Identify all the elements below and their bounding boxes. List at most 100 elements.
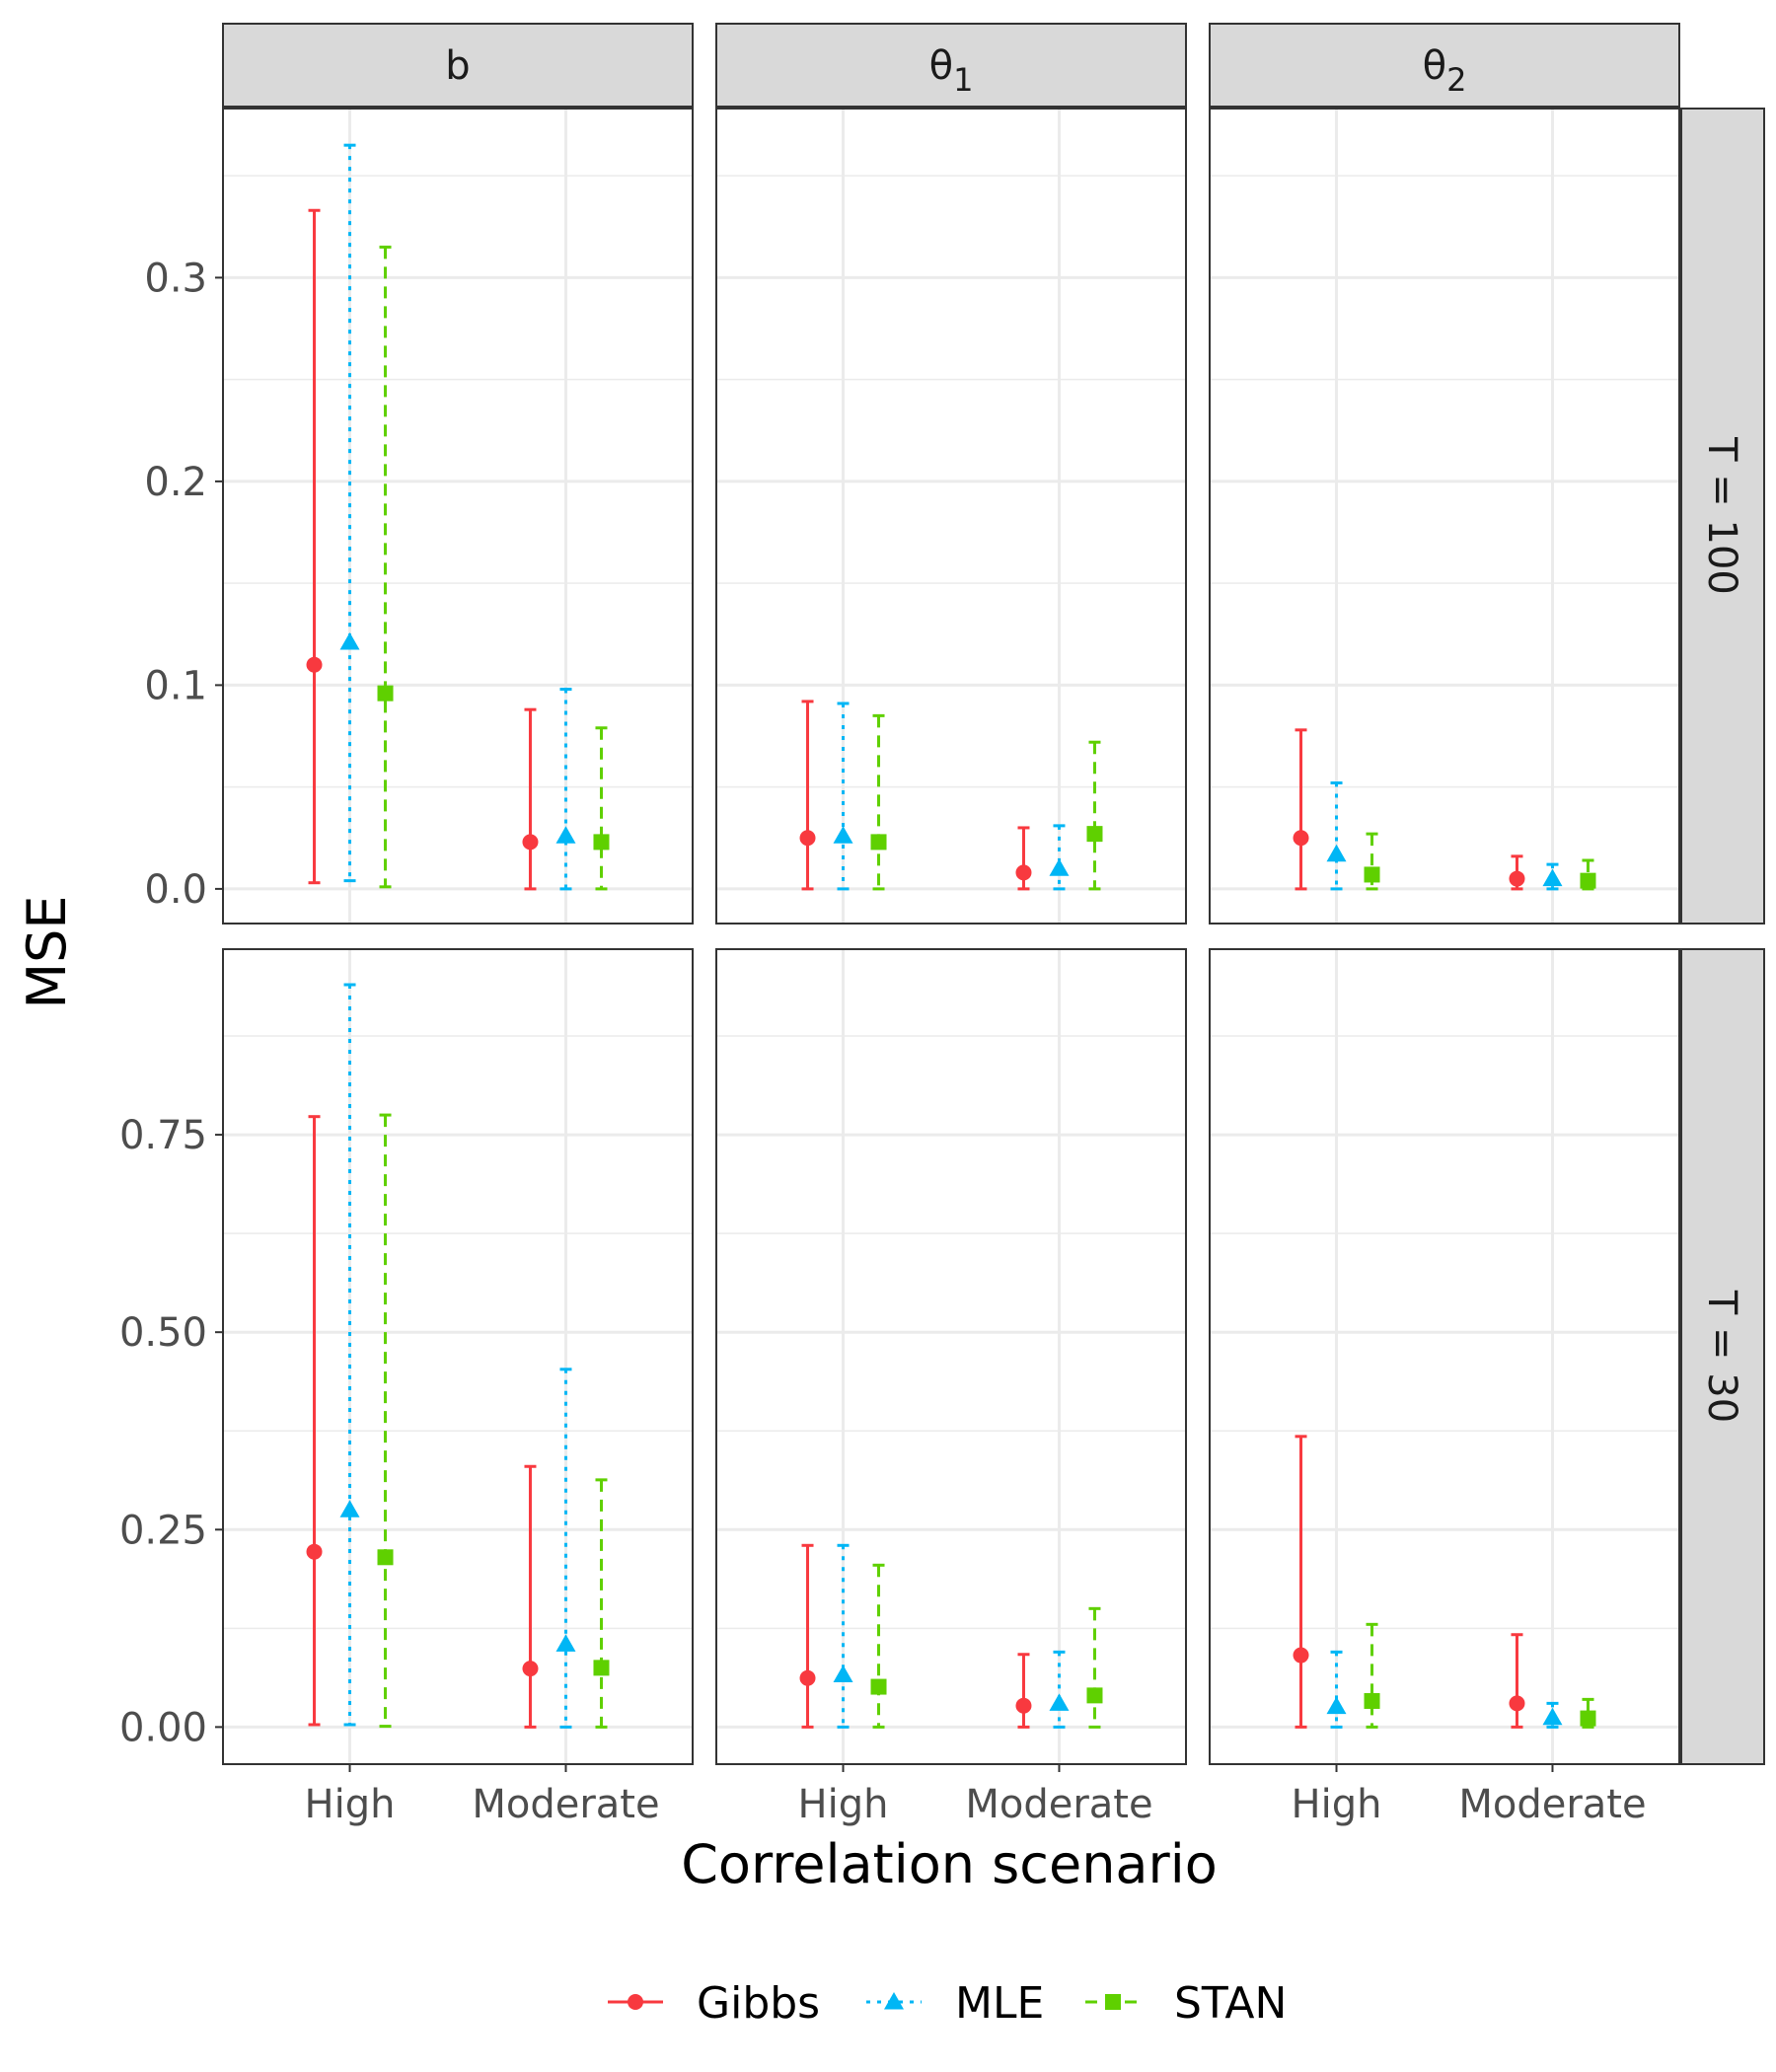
point-gibbs-moderate xyxy=(1509,1695,1525,1712)
strip-label-base: θ xyxy=(1423,43,1446,89)
errorbar-mle-moderate xyxy=(1542,1701,1563,1729)
errorbar-gibbs-moderate xyxy=(1015,1653,1032,1729)
errorbar-stan-moderate xyxy=(593,726,610,891)
y-tick-label: 0.1 xyxy=(144,663,207,708)
row-strip-label: T = 30 xyxy=(1699,1290,1744,1423)
strip-label-base: θ xyxy=(929,43,953,89)
errorbar-stan-moderate xyxy=(1086,740,1103,891)
row-strip-1: T = 100 xyxy=(1680,108,1765,925)
errorbar-stan-high xyxy=(377,245,394,889)
point-stan-moderate xyxy=(1580,872,1596,889)
y-tick-label: 0.2 xyxy=(144,460,207,505)
point-mle-high xyxy=(833,826,853,844)
x-tick-label: High xyxy=(1292,1782,1382,1827)
column-strip-1: b xyxy=(222,23,694,108)
point-stan-high xyxy=(870,1678,887,1695)
point-gibbs-high xyxy=(306,1543,323,1560)
errorbar-stan-high xyxy=(377,1113,394,1729)
errorbar-stan-high xyxy=(1364,832,1380,891)
legend-label: STAN xyxy=(1174,1978,1287,2029)
row-strip-2: T = 30 xyxy=(1680,948,1765,1765)
legend-item-gibbs: Gibbs xyxy=(608,1978,820,2029)
panel-background xyxy=(223,949,693,1764)
point-stan-high xyxy=(1364,866,1380,883)
errorbar-gibbs-high xyxy=(306,1115,323,1727)
strip-label-subscript: 2 xyxy=(1446,61,1466,99)
x-tick-label: High xyxy=(798,1782,889,1827)
strip-label-base: b xyxy=(445,43,470,89)
point-stan-moderate xyxy=(593,1660,610,1676)
panel-border xyxy=(1209,108,1680,925)
point-gibbs-high xyxy=(1293,1647,1309,1664)
point-gibbs-high xyxy=(306,656,323,673)
column-strip-label: θ2 xyxy=(1423,43,1467,99)
row-strip-background xyxy=(1680,948,1765,1765)
point-stan-moderate xyxy=(1580,1710,1596,1727)
errorbar-stan-moderate xyxy=(1580,858,1596,891)
x-tick-label: Moderate xyxy=(472,1782,659,1827)
point-stan-high xyxy=(377,1549,394,1566)
panel-background xyxy=(223,109,693,924)
panel-border xyxy=(715,948,1187,1765)
errorbar-mle-high xyxy=(339,983,360,1727)
errorbar-stan-high xyxy=(1364,1622,1380,1729)
errorbar-gibbs-high xyxy=(1293,1435,1309,1729)
point-gibbs-moderate xyxy=(1015,1697,1032,1714)
point-stan-moderate xyxy=(593,834,610,851)
panel-r1-c2 xyxy=(715,108,1187,925)
point-stan-moderate xyxy=(1086,826,1103,843)
y-axis-title: MSE xyxy=(16,896,78,1009)
errorbar-mle-moderate xyxy=(1049,1650,1070,1729)
errorbar-stan-high xyxy=(870,713,887,891)
legend-key-marker xyxy=(628,1994,643,2010)
panel-border xyxy=(1209,948,1680,1765)
point-gibbs-moderate xyxy=(1509,870,1525,887)
point-mle-moderate xyxy=(1049,1693,1070,1711)
y-tick-label: 0.00 xyxy=(119,1705,207,1750)
panel-r2-c1 xyxy=(222,948,694,1765)
column-strip-background xyxy=(222,23,694,108)
point-stan-high xyxy=(1364,1692,1380,1709)
y-tick-label: 0.75 xyxy=(119,1113,207,1158)
y-tick-label: 0.3 xyxy=(144,256,207,301)
errorbar-mle-moderate xyxy=(555,1368,576,1729)
legend: Gibbs MLE STAN xyxy=(608,1978,1287,2029)
panel-r2-c3 xyxy=(1209,948,1680,1765)
y-tick-label: 0.50 xyxy=(119,1310,207,1356)
panel-border xyxy=(222,948,694,1765)
point-mle-moderate xyxy=(1542,868,1563,887)
point-stan-high xyxy=(870,834,887,851)
errorbar-mle-high xyxy=(1326,781,1347,891)
errorbar-mle-moderate xyxy=(1049,824,1070,891)
panel-r1-c1 xyxy=(222,108,694,925)
errorbar-gibbs-moderate xyxy=(522,1464,539,1729)
x-tick-label: Moderate xyxy=(965,1782,1152,1827)
column-strip-3: θ2 xyxy=(1209,23,1680,108)
column-strip-background xyxy=(715,23,1187,108)
panel-background xyxy=(716,109,1186,924)
errorbar-mle-high xyxy=(1326,1650,1347,1729)
errorbar-gibbs-moderate xyxy=(1509,1633,1525,1729)
errorbar-stan-moderate xyxy=(593,1478,610,1729)
column-strip-label: θ1 xyxy=(929,43,974,99)
legend-label: Gibbs xyxy=(697,1978,820,2029)
point-gibbs-high xyxy=(799,830,816,847)
y-tick-label: 0.25 xyxy=(119,1508,207,1553)
point-gibbs-high xyxy=(1293,830,1309,847)
point-gibbs-moderate xyxy=(522,834,539,851)
x-axis-title: Correlation scenario xyxy=(681,1833,1218,1895)
row-strip-background xyxy=(1680,108,1765,925)
errorbar-mle-high xyxy=(833,1543,853,1729)
errorbar-gibbs-high xyxy=(799,1543,816,1729)
x-tick-label: High xyxy=(305,1782,396,1827)
point-mle-moderate xyxy=(555,1634,576,1652)
x-tick-label: Moderate xyxy=(1458,1782,1646,1827)
errorbar-gibbs-high xyxy=(1293,728,1309,891)
point-mle-high xyxy=(833,1665,853,1683)
row-strip-label: T = 100 xyxy=(1699,436,1744,595)
column-strip-2: θ1 xyxy=(715,23,1187,108)
panel-border xyxy=(715,108,1187,925)
panel-background xyxy=(1210,949,1679,1764)
panel-background xyxy=(1210,109,1679,924)
